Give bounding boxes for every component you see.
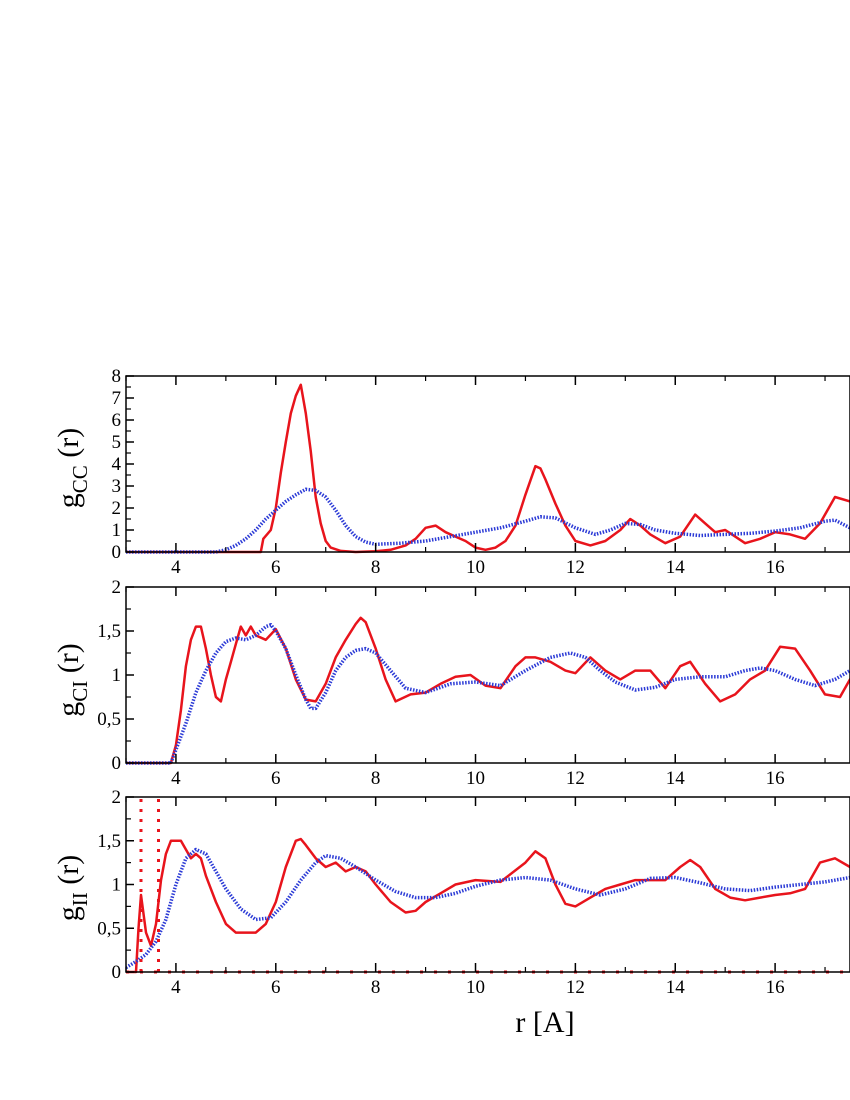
x-tick-label-gci: 14 (666, 768, 686, 789)
y-tick-label-gii: 0,5 (97, 918, 121, 939)
y-tick-label-gcc: 5 (112, 432, 122, 453)
x-tick-label-gcc: 16 (766, 557, 785, 578)
x-tick-label-gcc: 6 (271, 557, 281, 578)
y-tick-label-gcc: 4 (112, 454, 122, 475)
x-tick-label-gcc: 14 (666, 557, 686, 578)
x-tick-label-gcc: 10 (466, 557, 485, 578)
y-tick-label-gii: 1,5 (97, 831, 121, 852)
x-tick-label-gci: 16 (766, 768, 785, 789)
x-tick-label-gci: 12 (566, 768, 585, 789)
x-tick-label-gii: 16 (766, 977, 785, 998)
series-line-gci-1 (126, 623, 850, 765)
y-tick-label-gcc: 0 (112, 542, 122, 563)
y-tick-label-gcc: 6 (112, 410, 122, 431)
x-tick-label-gii: 4 (171, 977, 181, 998)
y-tick-label-gcc: 2 (112, 498, 122, 519)
x-tick-label-gii: 6 (271, 977, 281, 998)
x-tick-label-gci: 8 (371, 768, 381, 789)
ylabel-gcc: gCC (r) (52, 428, 92, 509)
panel-gii: 4 6 8 10 12 14 16 0 0,5 1 1,5 2 gII (r) (52, 787, 850, 998)
x-tick-label-gii: 14 (666, 977, 686, 998)
y-tick-label-gci: 0 (112, 753, 122, 774)
x-tick-label-gii: 12 (566, 977, 585, 998)
plot-frame-gci (125, 586, 850, 764)
series-line-gci-0 (126, 616, 850, 765)
ylabel-gii: gII (r) (52, 855, 92, 921)
x-tick-label-gci: 10 (466, 768, 485, 789)
y-tick-label-gci: 2 (112, 577, 122, 598)
x-tick-label-gci: 4 (171, 768, 181, 789)
x-tick-label-gcc: 8 (371, 557, 381, 578)
panel-gci: 4 6 8 10 12 14 16 0 0,5 1 1,5 2 gCI (r) (52, 577, 850, 789)
y-tick-label-gii: 1 (112, 875, 122, 896)
y-tick-label-gcc: 8 (112, 366, 122, 387)
xlabel: r [A] (515, 1006, 574, 1039)
y-tick-label-gci: 0,5 (97, 709, 121, 730)
x-tick-label-gii: 10 (466, 977, 485, 998)
series-line-gii-0 (126, 837, 850, 974)
x-tick-label-gcc: 4 (171, 557, 181, 578)
series-line-gcc-0 (126, 383, 850, 554)
y-tick-label-gcc: 3 (112, 476, 122, 497)
y-tick-label-gii: 0 (112, 962, 122, 983)
y-tick-label-gcc: 7 (112, 388, 122, 409)
x-tick-label-gci: 6 (271, 768, 281, 789)
ylabel-gci: gCI (r) (52, 643, 92, 716)
x-tick-label-gii: 8 (371, 977, 381, 998)
x-tick-label-gcc: 12 (566, 557, 585, 578)
plot-frame-gii (125, 796, 850, 973)
y-tick-label-gci: 1,5 (97, 621, 121, 642)
plot-frame-gcc (125, 375, 850, 553)
y-tick-label-gii: 2 (112, 787, 122, 808)
series-line-gcc-1 (126, 487, 850, 554)
y-tick-label-gci: 1 (112, 665, 122, 686)
series-line-gii-1 (126, 847, 850, 970)
y-tick-label-gcc: 1 (112, 520, 122, 541)
